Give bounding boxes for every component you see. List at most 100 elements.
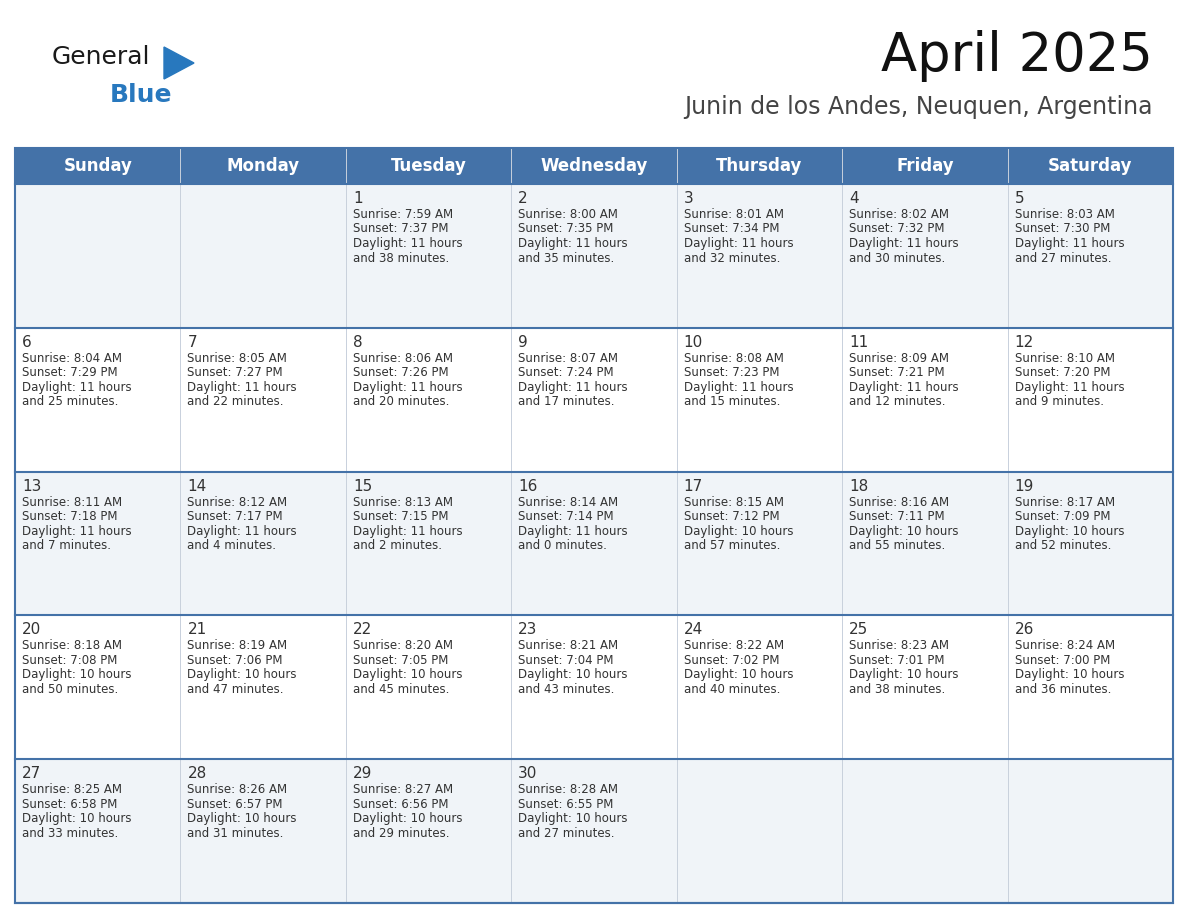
- Text: Daylight: 11 hours: Daylight: 11 hours: [188, 524, 297, 538]
- Text: Sunset: 7:12 PM: Sunset: 7:12 PM: [684, 510, 779, 523]
- Text: Tuesday: Tuesday: [391, 157, 467, 175]
- Text: Daylight: 11 hours: Daylight: 11 hours: [23, 524, 132, 538]
- Bar: [346, 615, 511, 759]
- Text: 20: 20: [23, 622, 42, 637]
- Text: Daylight: 10 hours: Daylight: 10 hours: [849, 668, 959, 681]
- Text: 7: 7: [188, 335, 197, 350]
- Text: Sunrise: 8:18 AM: Sunrise: 8:18 AM: [23, 640, 122, 653]
- Bar: [15, 759, 181, 903]
- Text: Sunrise: 8:24 AM: Sunrise: 8:24 AM: [1015, 640, 1114, 653]
- Bar: [677, 759, 842, 903]
- Text: Daylight: 10 hours: Daylight: 10 hours: [518, 668, 627, 681]
- Text: and 15 minutes.: and 15 minutes.: [684, 396, 781, 409]
- Text: 4: 4: [849, 191, 859, 206]
- Text: and 38 minutes.: and 38 minutes.: [849, 683, 946, 696]
- Text: Junin de los Andes, Neuquen, Argentina: Junin de los Andes, Neuquen, Argentina: [684, 95, 1154, 119]
- Bar: [181, 184, 346, 328]
- Text: Daylight: 11 hours: Daylight: 11 hours: [1015, 381, 1124, 394]
- Text: Daylight: 11 hours: Daylight: 11 hours: [1015, 237, 1124, 250]
- Text: Daylight: 11 hours: Daylight: 11 hours: [353, 237, 462, 250]
- Text: Sunset: 7:04 PM: Sunset: 7:04 PM: [518, 654, 614, 666]
- Text: Daylight: 10 hours: Daylight: 10 hours: [188, 812, 297, 825]
- Text: Sunset: 6:56 PM: Sunset: 6:56 PM: [353, 798, 448, 811]
- Text: Sunset: 7:05 PM: Sunset: 7:05 PM: [353, 654, 448, 666]
- Bar: [181, 148, 346, 184]
- Text: Sunset: 7:35 PM: Sunset: 7:35 PM: [518, 222, 614, 236]
- Text: Sunrise: 8:02 AM: Sunrise: 8:02 AM: [849, 208, 949, 221]
- Text: 15: 15: [353, 478, 372, 494]
- Text: and 27 minutes.: and 27 minutes.: [1015, 252, 1111, 264]
- Text: Sunrise: 8:03 AM: Sunrise: 8:03 AM: [1015, 208, 1114, 221]
- Text: 19: 19: [1015, 478, 1034, 494]
- Text: and 9 minutes.: and 9 minutes.: [1015, 396, 1104, 409]
- Text: Sunset: 7:01 PM: Sunset: 7:01 PM: [849, 654, 944, 666]
- Text: Daylight: 11 hours: Daylight: 11 hours: [188, 381, 297, 394]
- Text: 10: 10: [684, 335, 703, 350]
- Text: and 35 minutes.: and 35 minutes.: [518, 252, 614, 264]
- Text: and 45 minutes.: and 45 minutes.: [353, 683, 449, 696]
- Bar: [1007, 615, 1173, 759]
- Text: 11: 11: [849, 335, 868, 350]
- Text: Sunset: 7:17 PM: Sunset: 7:17 PM: [188, 510, 283, 523]
- Text: Sunrise: 8:11 AM: Sunrise: 8:11 AM: [23, 496, 122, 509]
- Text: 18: 18: [849, 478, 868, 494]
- Text: Daylight: 10 hours: Daylight: 10 hours: [684, 524, 794, 538]
- Text: Daylight: 11 hours: Daylight: 11 hours: [684, 381, 794, 394]
- Bar: [677, 615, 842, 759]
- Text: and 29 minutes.: and 29 minutes.: [353, 827, 449, 840]
- Bar: [842, 184, 1007, 328]
- Bar: [842, 759, 1007, 903]
- Text: and 47 minutes.: and 47 minutes.: [188, 683, 284, 696]
- Bar: [511, 184, 677, 328]
- Bar: [181, 615, 346, 759]
- Text: and 38 minutes.: and 38 minutes.: [353, 252, 449, 264]
- Text: Daylight: 11 hours: Daylight: 11 hours: [353, 524, 462, 538]
- Text: Sunset: 7:24 PM: Sunset: 7:24 PM: [518, 366, 614, 379]
- Text: Sunrise: 8:13 AM: Sunrise: 8:13 AM: [353, 496, 453, 509]
- Bar: [346, 472, 511, 615]
- Text: and 32 minutes.: and 32 minutes.: [684, 252, 781, 264]
- Bar: [346, 184, 511, 328]
- Text: April 2025: April 2025: [881, 30, 1154, 82]
- Text: and 20 minutes.: and 20 minutes.: [353, 396, 449, 409]
- Text: Sunrise: 8:06 AM: Sunrise: 8:06 AM: [353, 352, 453, 364]
- Text: Wednesday: Wednesday: [541, 157, 647, 175]
- Text: Sunrise: 8:16 AM: Sunrise: 8:16 AM: [849, 496, 949, 509]
- Text: Sunset: 7:37 PM: Sunset: 7:37 PM: [353, 222, 448, 236]
- Text: Blue: Blue: [110, 83, 172, 107]
- Text: Saturday: Saturday: [1048, 157, 1132, 175]
- Text: Sunrise: 8:08 AM: Sunrise: 8:08 AM: [684, 352, 784, 364]
- Text: 24: 24: [684, 622, 703, 637]
- Text: and 27 minutes.: and 27 minutes.: [518, 827, 614, 840]
- Text: Sunrise: 8:14 AM: Sunrise: 8:14 AM: [518, 496, 619, 509]
- Text: Sunset: 7:09 PM: Sunset: 7:09 PM: [1015, 510, 1110, 523]
- Text: and 22 minutes.: and 22 minutes.: [188, 396, 284, 409]
- Text: Sunrise: 8:26 AM: Sunrise: 8:26 AM: [188, 783, 287, 796]
- Bar: [842, 615, 1007, 759]
- Bar: [1007, 472, 1173, 615]
- Text: Sunrise: 8:17 AM: Sunrise: 8:17 AM: [1015, 496, 1114, 509]
- Bar: [15, 148, 1173, 903]
- Bar: [15, 472, 181, 615]
- Text: Sunrise: 8:04 AM: Sunrise: 8:04 AM: [23, 352, 122, 364]
- Bar: [346, 759, 511, 903]
- Bar: [511, 328, 677, 472]
- Text: 21: 21: [188, 622, 207, 637]
- Text: and 40 minutes.: and 40 minutes.: [684, 683, 781, 696]
- Bar: [181, 759, 346, 903]
- Bar: [1007, 148, 1173, 184]
- Text: Daylight: 11 hours: Daylight: 11 hours: [849, 381, 959, 394]
- Text: and 52 minutes.: and 52 minutes.: [1015, 539, 1111, 552]
- Text: Sunrise: 8:27 AM: Sunrise: 8:27 AM: [353, 783, 453, 796]
- Text: 13: 13: [23, 478, 42, 494]
- Text: and 0 minutes.: and 0 minutes.: [518, 539, 607, 552]
- Text: General: General: [52, 45, 151, 69]
- Text: Sunrise: 8:28 AM: Sunrise: 8:28 AM: [518, 783, 618, 796]
- Text: Monday: Monday: [227, 157, 299, 175]
- Text: 28: 28: [188, 767, 207, 781]
- Text: 1: 1: [353, 191, 362, 206]
- Bar: [181, 472, 346, 615]
- Text: Sunset: 7:00 PM: Sunset: 7:00 PM: [1015, 654, 1110, 666]
- Text: and 25 minutes.: and 25 minutes.: [23, 396, 119, 409]
- Text: Sunrise: 8:09 AM: Sunrise: 8:09 AM: [849, 352, 949, 364]
